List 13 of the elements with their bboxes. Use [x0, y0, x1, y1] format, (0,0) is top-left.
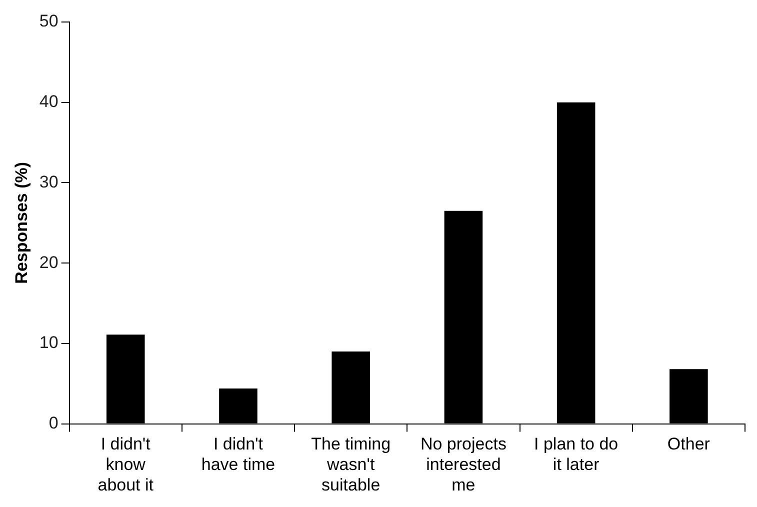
- y-tick-label: 30: [39, 172, 58, 192]
- x-tick-label: I didn't have time: [201, 434, 276, 474]
- x-tick-label: No projects interested me: [420, 434, 506, 494]
- y-tick-label: 20: [39, 252, 58, 272]
- y-tick-label: 10: [39, 333, 58, 352]
- y-tick-label: 50: [39, 12, 58, 31]
- y-axis-title: Responses (%): [12, 162, 31, 284]
- x-tick-label: I plan to do it later: [534, 434, 618, 474]
- x-tick-label: The timing wasn't suitable: [311, 434, 391, 494]
- x-tick-label: I didn't know about it: [98, 434, 154, 494]
- x-tick-label: Other: [667, 434, 710, 454]
- y-tick-label: 0: [48, 413, 58, 432]
- y-tick-label: 40: [39, 92, 58, 112]
